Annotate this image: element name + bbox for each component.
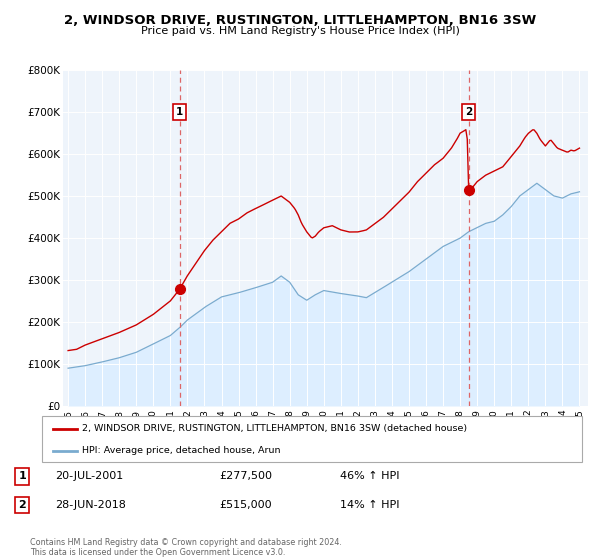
- Text: 28-JUN-2018: 28-JUN-2018: [55, 501, 126, 510]
- Text: £277,500: £277,500: [220, 472, 272, 482]
- Text: Price paid vs. HM Land Registry's House Price Index (HPI): Price paid vs. HM Land Registry's House …: [140, 26, 460, 36]
- FancyBboxPatch shape: [42, 416, 582, 462]
- Text: 14% ↑ HPI: 14% ↑ HPI: [340, 501, 400, 510]
- Text: 2, WINDSOR DRIVE, RUSTINGTON, LITTLEHAMPTON, BN16 3SW (detached house): 2, WINDSOR DRIVE, RUSTINGTON, LITTLEHAMP…: [83, 424, 467, 433]
- Text: 1: 1: [19, 472, 26, 482]
- Text: 2: 2: [19, 501, 26, 510]
- Text: Contains HM Land Registry data © Crown copyright and database right 2024.
This d: Contains HM Land Registry data © Crown c…: [30, 538, 342, 557]
- Text: 1: 1: [176, 107, 183, 117]
- Text: 46% ↑ HPI: 46% ↑ HPI: [340, 472, 400, 482]
- Text: HPI: Average price, detached house, Arun: HPI: Average price, detached house, Arun: [83, 446, 281, 455]
- Text: 2: 2: [465, 107, 472, 117]
- Text: £515,000: £515,000: [220, 501, 272, 510]
- Text: 20-JUL-2001: 20-JUL-2001: [55, 472, 124, 482]
- Text: 2, WINDSOR DRIVE, RUSTINGTON, LITTLEHAMPTON, BN16 3SW: 2, WINDSOR DRIVE, RUSTINGTON, LITTLEHAMP…: [64, 14, 536, 27]
